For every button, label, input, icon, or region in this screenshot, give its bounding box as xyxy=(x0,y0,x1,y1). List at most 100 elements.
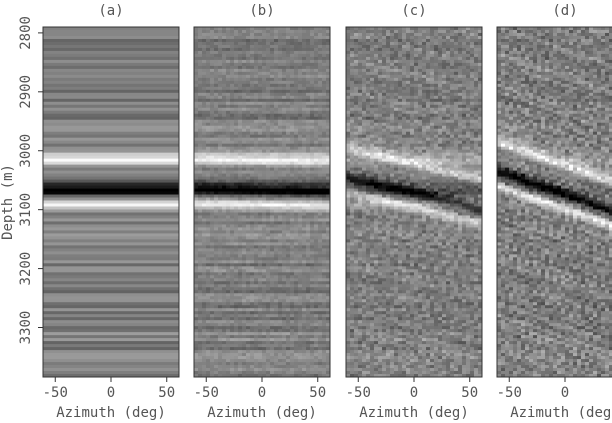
pixel xyxy=(115,89,120,94)
pixel xyxy=(99,209,104,213)
pixel xyxy=(143,185,148,189)
pixel xyxy=(59,137,64,142)
pixel xyxy=(115,200,120,204)
pixel xyxy=(151,197,156,201)
pixel xyxy=(139,365,144,369)
pixel xyxy=(206,134,211,139)
pixel xyxy=(127,122,132,127)
pixel xyxy=(163,27,168,31)
pixel xyxy=(75,92,80,97)
pixel xyxy=(59,44,64,49)
pixel xyxy=(43,80,48,85)
pixel xyxy=(131,68,136,73)
pixel xyxy=(131,152,136,157)
pixel xyxy=(71,47,76,52)
pixel xyxy=(218,53,223,58)
pixel xyxy=(115,224,120,228)
pixel xyxy=(111,35,116,40)
pixel xyxy=(218,62,223,67)
pixel xyxy=(71,149,76,154)
pixel xyxy=(75,308,80,312)
pixel xyxy=(111,323,116,327)
pixel xyxy=(198,224,203,228)
pixel xyxy=(127,212,132,216)
pixel xyxy=(47,131,52,136)
pixel xyxy=(143,92,148,97)
pixel xyxy=(99,56,104,61)
pixel xyxy=(131,248,136,252)
pixel xyxy=(139,89,144,94)
pixel xyxy=(135,74,140,79)
pixel xyxy=(111,104,116,109)
pixel xyxy=(139,158,144,163)
pixel xyxy=(139,368,144,372)
pixel xyxy=(202,242,207,246)
pixel xyxy=(214,239,219,243)
pixel xyxy=(111,113,116,118)
pixel xyxy=(75,44,80,49)
pixel xyxy=(127,329,132,333)
pixel xyxy=(171,134,176,139)
pixel xyxy=(222,170,227,174)
pixel xyxy=(91,41,96,46)
pixel xyxy=(119,74,124,79)
pixel xyxy=(135,65,140,70)
pixel xyxy=(123,167,128,171)
pixel xyxy=(51,38,56,43)
pixel xyxy=(75,365,80,369)
pixel xyxy=(206,83,211,88)
pixel xyxy=(103,209,108,213)
pixel xyxy=(79,269,84,273)
pixel xyxy=(59,182,64,186)
pixel xyxy=(198,329,203,333)
pixel xyxy=(47,245,52,249)
pixel xyxy=(103,149,108,154)
pixel xyxy=(143,224,148,228)
pixel xyxy=(107,161,112,166)
pixel xyxy=(95,80,100,85)
pixel xyxy=(91,314,96,318)
pixel xyxy=(75,341,80,345)
pixel xyxy=(214,137,219,142)
pixel xyxy=(107,242,112,246)
pixel xyxy=(71,38,76,43)
pixel xyxy=(91,254,96,258)
pixel xyxy=(43,281,48,285)
pixel xyxy=(210,167,215,171)
pixel xyxy=(67,71,72,76)
pixel xyxy=(79,170,84,174)
pixel xyxy=(202,95,207,100)
pixel xyxy=(131,59,136,64)
pixel xyxy=(206,35,211,40)
pixel xyxy=(163,293,168,297)
pixel xyxy=(171,146,176,151)
pixel xyxy=(115,161,120,166)
pixel xyxy=(198,242,203,246)
pixel xyxy=(135,215,140,219)
pixel xyxy=(214,197,219,201)
pixel xyxy=(95,305,100,309)
pixel xyxy=(139,185,144,189)
pixel xyxy=(91,143,96,148)
pixel xyxy=(206,302,211,306)
pixel xyxy=(111,305,116,309)
pixel xyxy=(139,59,144,64)
pixel xyxy=(75,263,80,267)
pixel xyxy=(147,290,152,294)
pixel xyxy=(59,251,64,255)
pixel xyxy=(139,257,144,261)
pixel xyxy=(210,191,215,195)
pixel xyxy=(95,311,100,315)
pixel xyxy=(167,152,172,157)
pixel xyxy=(202,206,207,210)
pixel xyxy=(115,41,120,46)
pixel xyxy=(135,62,140,67)
pixel xyxy=(111,134,116,139)
pixel xyxy=(194,83,199,88)
pixel xyxy=(155,170,160,174)
pixel xyxy=(59,143,64,148)
pixel xyxy=(159,98,164,103)
pixel xyxy=(194,230,199,234)
pixel xyxy=(107,125,112,130)
pixel xyxy=(91,80,96,85)
